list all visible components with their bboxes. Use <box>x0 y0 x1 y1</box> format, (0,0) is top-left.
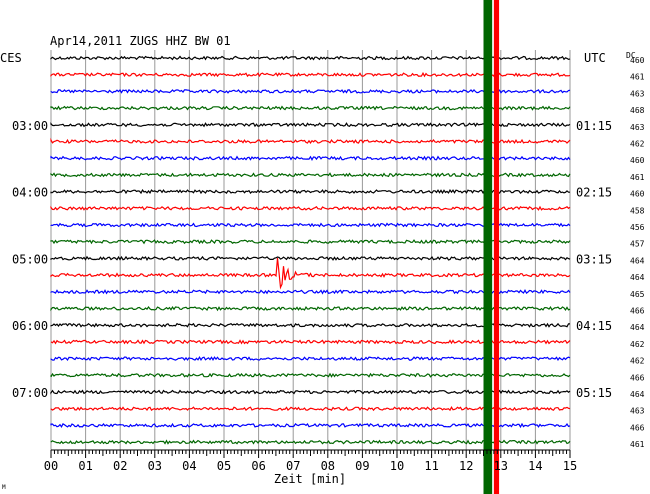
x-tick-label-13: 13 <box>494 459 508 473</box>
trace-13 <box>50 255 571 261</box>
x-tick-label-14: 14 <box>528 459 542 473</box>
left-hour-label: 03:00 <box>12 119 48 133</box>
trace-14 <box>50 257 571 290</box>
right-hour-label: 02:15 <box>576 186 612 200</box>
right-hour-label: 05:15 <box>576 386 612 400</box>
x-tick-label-08: 08 <box>321 459 335 473</box>
left-hour-label: 04:00 <box>12 186 48 200</box>
right-hour-labels: 01:15 02:15 03:15 04:15 05:15 <box>576 119 612 400</box>
dc-value-20: 466 <box>630 373 645 382</box>
dc-value-23: 466 <box>630 423 645 432</box>
trace-9 <box>50 188 570 195</box>
left-hour-label: 05:00 <box>12 252 48 266</box>
x-tick-label-00: 00 <box>44 459 58 473</box>
dc-value-12: 457 <box>630 240 645 249</box>
vertical-bands <box>483 0 500 494</box>
dc-value-15: 465 <box>630 290 645 299</box>
x-tick-label-15: 15 <box>563 459 577 473</box>
trace-12 <box>50 239 571 245</box>
dc-value-8: 461 <box>630 173 645 182</box>
trace-2 <box>50 71 571 78</box>
right-hour-label: 04:15 <box>576 319 612 333</box>
dc-value-11: 456 <box>630 223 645 232</box>
dc-value-21: 464 <box>630 390 645 399</box>
left-timezone-label: CES <box>0 51 22 65</box>
x-tick-label-01: 01 <box>78 459 92 473</box>
dc-value-1: 460 <box>630 56 645 65</box>
x-axis: 00 01 02 03 04 05 06 07 08 09 10 11 12 13 14 15 <box>44 449 577 473</box>
dc-value-3: 463 <box>630 89 645 98</box>
dc-value-4: 468 <box>630 106 645 115</box>
footnote-mark: M <box>2 484 6 491</box>
x-tick-label-05: 05 <box>217 459 231 473</box>
trace-21 <box>50 389 571 395</box>
trace-1 <box>50 55 571 61</box>
dc-header: DC <box>626 51 636 60</box>
x-tick-label-03: 03 <box>148 459 162 473</box>
x-tick-label-09: 09 <box>355 459 369 473</box>
dc-value-5: 463 <box>630 123 645 132</box>
dc-value-17: 464 <box>630 323 645 332</box>
trace-4 <box>50 105 571 111</box>
trace-16 <box>50 305 571 312</box>
dc-value-6: 462 <box>630 140 645 149</box>
trace-3 <box>50 88 571 94</box>
x-tick-label-07: 07 <box>286 459 300 473</box>
dc-value-10: 458 <box>630 206 645 215</box>
grid-lines <box>50 50 571 450</box>
x-tick-label-11: 11 <box>424 459 438 473</box>
vertical-band-2 <box>493 0 500 494</box>
vertical-band-1 <box>483 0 493 494</box>
dc-value-16: 466 <box>630 307 645 316</box>
x-tick-label-10: 10 <box>390 459 404 473</box>
trace-24 <box>50 439 571 445</box>
trace-8 <box>50 172 571 178</box>
trace-5 <box>50 122 571 128</box>
left-hour-labels: 03:00 04:00 05:00 06:00 07:00 <box>12 119 48 400</box>
dc-value-2: 461 <box>630 73 645 82</box>
trace-group <box>50 55 571 445</box>
trace-11 <box>50 222 571 228</box>
dc-value-9: 460 <box>630 190 645 199</box>
trace-15 <box>50 289 571 295</box>
dc-value-19: 462 <box>630 357 645 366</box>
trace-20 <box>50 372 571 378</box>
x-axis-label: Zeit [min] <box>274 472 346 486</box>
x-tick-label-04: 04 <box>182 459 196 473</box>
dc-value-18: 462 <box>630 340 645 349</box>
trace-6 <box>50 137 571 145</box>
dc-value-14: 464 <box>630 273 645 282</box>
trace-19 <box>50 355 571 362</box>
dc-value-22: 463 <box>630 407 645 416</box>
right-hour-label: 01:15 <box>576 119 612 133</box>
trace-22 <box>50 405 571 412</box>
trace-7 <box>50 155 571 161</box>
x-tick-label-02: 02 <box>113 459 127 473</box>
right-timezone-label: UTC <box>584 51 606 65</box>
right-hour-label: 03:15 <box>576 252 612 266</box>
dc-value-labels: 460 461 463 468 463 462 460 461 460 458 456 457 464 4… <box>630 56 645 449</box>
dc-value-13: 464 <box>630 256 645 265</box>
dc-value-7: 460 <box>630 156 645 165</box>
trace-23 <box>50 422 571 429</box>
x-tick-label-06: 06 <box>251 459 265 473</box>
chart-title: Apr14,2011 ZUGS HHZ BW 01 <box>50 34 231 48</box>
trace-10 <box>50 205 571 211</box>
left-hour-label: 07:00 <box>12 386 48 400</box>
dc-value-24: 461 <box>630 440 645 449</box>
left-hour-label: 06:00 <box>12 319 48 333</box>
x-tick-label-12: 12 <box>459 459 473 473</box>
trace-17 <box>50 322 570 328</box>
